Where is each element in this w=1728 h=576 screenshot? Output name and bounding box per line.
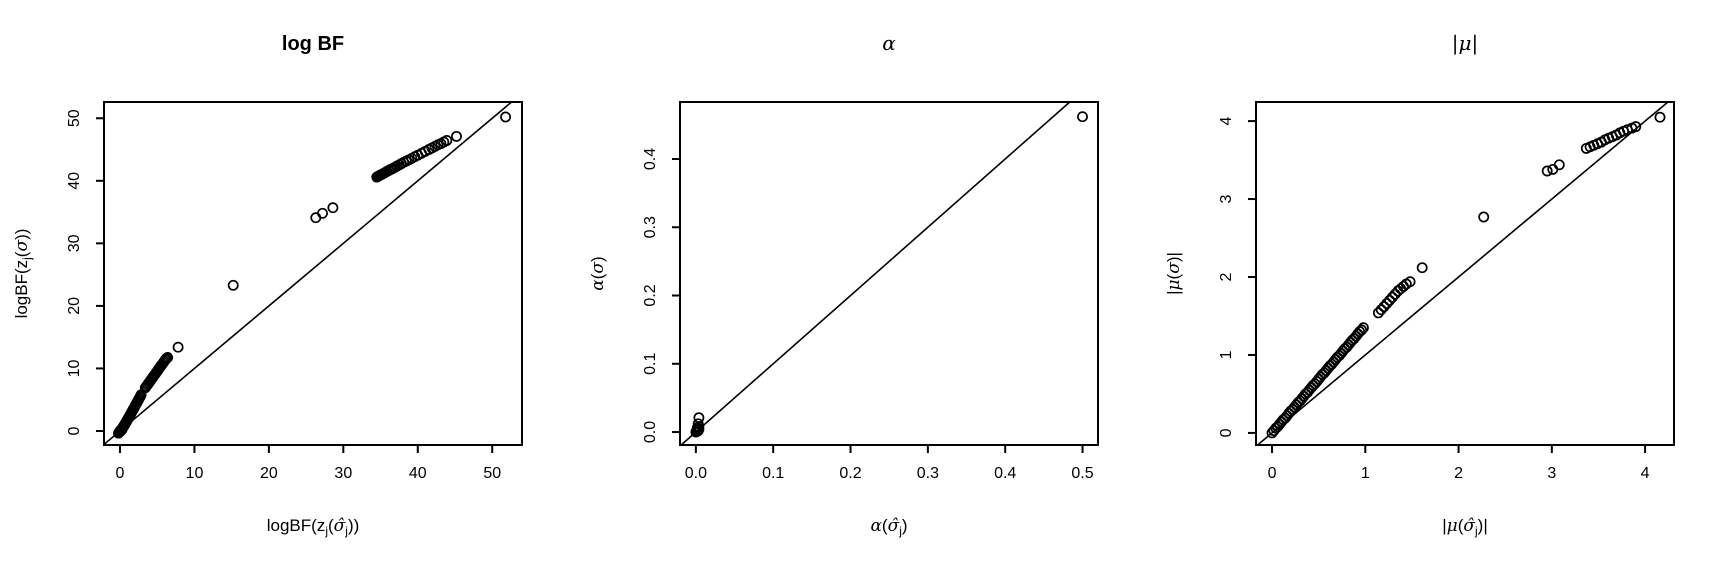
y-tick-label: 0.0 [642,421,659,443]
panel-title: log BF [282,33,344,55]
y-axis-title: logBF(zj(σ)) [12,229,34,319]
y-tick-label: 10 [66,359,83,377]
data-point [317,207,328,219]
x-tick-label: 50 [483,465,501,482]
y-tick-label: 0.3 [642,216,659,238]
data-point [310,212,322,224]
data-point [1541,165,1553,177]
logbf-scatter-plot: 0 10 20 30 40 50 0 10 20 30 40 50 log BF logBF(zj(σ̂j… [12,33,523,538]
identity-line [1257,101,1669,446]
y-tick-label: 40 [66,172,83,190]
data-point [441,135,453,146]
data-point [691,422,703,434]
x-axis-title: α(σ̂j) [870,516,907,538]
data-point [1378,301,1390,313]
y-tick-label: 0.1 [642,353,659,375]
data-point [1547,163,1559,175]
data-point [172,341,184,353]
data-point [1356,324,1368,336]
data-point [1404,276,1416,288]
x-tick-label: 10 [186,465,204,482]
data-point [327,202,339,214]
x-tick-label: 0 [116,465,125,482]
data-point [1357,322,1369,334]
y-tick-label: 0.2 [642,284,659,306]
y-tick-label: 0 [66,426,83,435]
data-point [1077,111,1088,123]
data-point [227,279,239,291]
y-tick-label: 50 [66,109,83,127]
x-tick-label: 3 [1547,465,1556,482]
data-point [693,412,705,424]
x-tick-label: 0.1 [762,465,784,482]
data-point [162,352,174,363]
data-point [1386,291,1398,303]
data-point [1384,294,1396,306]
data-point [159,354,171,366]
x-tick-label: 40 [409,465,427,482]
x-tick-label: 0.5 [1071,465,1093,482]
plot-box [1255,101,1675,446]
y-axis-title: |μ(σ)| [1164,252,1184,295]
data-point [1630,121,1642,133]
x-axis-title: logBF(zj(σ̂j)) [267,516,360,538]
x-tick-label: 30 [334,465,352,482]
data-point [1372,307,1384,319]
data-point [692,418,704,430]
data-point [1654,111,1666,123]
y-tick-label: 2 [1218,272,1235,281]
y-tick-label: 1 [1218,350,1235,359]
x-tick-label: 1 [1361,465,1370,482]
alpha-scatter-plot: 0.0 0.1 0.2 0.3 0.4 0.5 0.0 0.1 0.2 0.3 0.4 α α(σ̂j)… [588,31,1099,538]
panel-logbf: 0 10 20 30 40 50 0 10 20 30 40 50 log BF logBF(zj(σ̂j… [0,0,576,576]
identity-line [680,101,1071,446]
data-point [1389,288,1401,300]
x-tick-label: 0.3 [917,465,939,482]
panel-mu: 0 1 2 3 4 0 1 2 3 4 |μ| |μ(σ̂j)| |μ(σ)| [1152,0,1728,576]
y-tick-label: 0 [1218,428,1235,437]
mu-scatter-plot: 0 1 2 3 4 0 1 2 3 4 |μ| |μ(σ̂j)| |μ(σ)| [1164,31,1675,538]
y-axis-title: α(σ) [588,256,608,290]
data-point [500,111,512,123]
y-tick-label: 0.4 [642,148,659,170]
data-point [451,130,462,142]
x-tick-label: 0.4 [994,465,1016,482]
y-tick-label: 4 [1218,117,1235,126]
x-tick-label: 0 [1268,465,1277,482]
x-tick-label: 0.2 [839,465,861,482]
data-point [1416,262,1428,274]
data-point [1375,304,1387,316]
x-tick-label: 20 [260,465,278,482]
data-point [1381,298,1393,309]
y-tick-label: 30 [66,234,83,252]
x-tick-label: 2 [1454,465,1463,482]
x-axis-title: |μ(σ̂j)| [1442,516,1488,538]
panel-title: |μ| [1452,31,1478,56]
identity-line [103,101,513,446]
x-tick-label: 0.0 [685,465,707,482]
y-tick-label: 20 [66,297,83,315]
data-point [1553,159,1565,171]
y-tick-label: 3 [1218,195,1235,204]
panel-alpha: 0.0 0.1 0.2 0.3 0.4 0.5 0.0 0.1 0.2 0.3 0.4 α α(σ̂j)… [576,0,1152,576]
plot-box [103,101,523,446]
plot-box [679,101,1099,446]
data-point [1478,211,1490,223]
x-tick-label: 4 [1641,465,1650,482]
panel-title: α [882,31,896,55]
